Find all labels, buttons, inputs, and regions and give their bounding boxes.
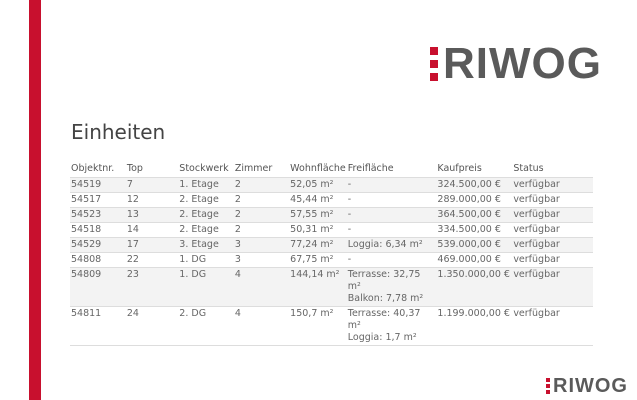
table-cell: verfügbar (512, 177, 593, 193)
table-cell: 50,31 m² (289, 222, 347, 238)
table-cell: Loggia: 6,34 m² (346, 237, 437, 253)
table-cell: verfügbar (512, 222, 593, 238)
table-cell: 2 (233, 207, 290, 223)
table-cell: 2. Etage (178, 192, 234, 208)
table-cell: - (346, 177, 437, 193)
table-cell: Terrasse: 32,75 m² Balkon: 7,78 m² (346, 267, 437, 307)
table-cell: verfügbar (512, 252, 593, 268)
riwog-logo-footer: RIWOG (546, 376, 628, 396)
table-cell: 2 (233, 192, 290, 208)
table-cell: 1. DG (178, 267, 234, 307)
table-cell: 324.500,00 € (436, 177, 513, 193)
logo-dots-icon (430, 47, 438, 81)
table-cell: verfügbar (512, 237, 593, 253)
table-row: 54811 24 2. DG 4 150,7 m² Terrasse: 40,37 m² … (70, 306, 593, 346)
table-row: 54518 14 2. Etage 2 50,31 m² -334.500,00 € ver… (70, 222, 593, 238)
page-title: Einheiten (71, 120, 166, 144)
logo-text: RIWOG (443, 39, 602, 88)
riwog-logo: RIWOG (430, 42, 602, 86)
table-cell: verfügbar (512, 267, 593, 307)
table-cell: 1. DG (178, 252, 234, 268)
table-row: 54517 12 2. Etage 2 45,44 m² -289.000,00 € ver… (70, 192, 593, 208)
table-cell: 3. Etage (178, 237, 234, 253)
table-cell: 2. DG (178, 306, 234, 346)
table-cell: 45,44 m² (289, 192, 347, 208)
table-cell: 3 (233, 252, 290, 268)
table-cell: - (346, 192, 437, 208)
column-header: Objektnr. (71, 163, 115, 174)
table-cell: 12 (125, 192, 179, 208)
table-cell: 57,55 m² (289, 207, 347, 223)
table-cell: 54517 (70, 192, 126, 208)
table-cell: 52,05 m² (289, 177, 347, 193)
table-cell: - (346, 207, 437, 223)
table-cell: 54529 (70, 237, 126, 253)
table-cell: 1.350.000,00 € (436, 267, 513, 307)
table-cell: 54811 (70, 306, 126, 346)
table-cell: 2 (233, 177, 290, 193)
table-cell: 7 (125, 177, 179, 193)
table-cell: 54809 (70, 267, 126, 307)
table-cell: 54523 (70, 207, 126, 223)
table-cell: verfügbar (512, 192, 593, 208)
table-cell: 2. Etage (178, 207, 234, 223)
logo-dots-icon (546, 378, 550, 394)
column-header: Top (126, 163, 143, 174)
table-row: 54809 23 1. DG 4 144,14 m² Terrasse: 32,75 m²… (70, 267, 593, 307)
table-cell: 3 (233, 237, 290, 253)
column-header: Freifläche (347, 163, 394, 174)
table-cell: verfügbar (512, 207, 593, 223)
table-cell: 14 (125, 222, 179, 238)
table-cell: verfügbar (512, 306, 593, 346)
table-cell: 23 (125, 267, 179, 307)
table-cell: 54519 (70, 177, 126, 193)
table-row: 54529 17 3. Etage 3 77,24 m² Loggia: 6,34 m² 5… (70, 237, 593, 253)
table-cell: 13 (125, 207, 179, 223)
column-header: Zimmer (234, 163, 273, 174)
table-cell: 22 (125, 252, 179, 268)
table-cell: 54518 (70, 222, 126, 238)
table-cell: 2 (233, 222, 290, 238)
column-header: Stockwerk (179, 163, 229, 174)
table-cell: - (346, 252, 437, 268)
table-cell: 54808 (70, 252, 126, 268)
column-header: Wohnfläche (290, 163, 346, 174)
table-cell: 67,75 m² (289, 252, 347, 268)
column-header: Kaufpreis (437, 163, 482, 174)
table-cell: 4 (233, 267, 290, 307)
table-cell: 289.000,00 € (436, 192, 513, 208)
table-row: 54519 7 1. Etage 2 52,05 m² -324.500,00 € verf… (70, 177, 593, 193)
table-cell: 364.500,00 € (436, 207, 513, 223)
logo-text: RIWOG (553, 375, 628, 397)
table-cell: Terrasse: 40,37 m² Loggia: 1,7 m² (346, 306, 437, 346)
table-cell: 539.000,00 € (436, 237, 513, 253)
table-cell: 150,7 m² (289, 306, 347, 346)
table-cell: 2. Etage (178, 222, 234, 238)
table-cell: 469.000,00 € (436, 252, 513, 268)
table-row: 54523 13 2. Etage 2 57,55 m² -364.500,00 € ver… (70, 207, 593, 223)
table-cell: 24 (125, 306, 179, 346)
table-cell: - (346, 222, 437, 238)
table-cell: 1.199.000,00 € (436, 306, 513, 346)
table-cell: 144,14 m² (289, 267, 347, 307)
red-sidebar-bar (29, 0, 41, 400)
table-cell: 77,24 m² (289, 237, 347, 253)
units-table: Objektnr. Top Stockwerk Zimmer Wohnfläche Fre… (70, 160, 593, 346)
table-header-row: Objektnr. Top Stockwerk Zimmer Wohnfläche Fre… (70, 160, 593, 178)
table-cell: 4 (233, 306, 290, 346)
table-cell: 17 (125, 237, 179, 253)
table-row: 54808 22 1. DG 3 67,75 m² -469.000,00 € verfüg… (70, 252, 593, 268)
column-header: Status (513, 163, 544, 174)
table-cell: 1. Etage (178, 177, 234, 193)
table-cell: 334.500,00 € (436, 222, 513, 238)
